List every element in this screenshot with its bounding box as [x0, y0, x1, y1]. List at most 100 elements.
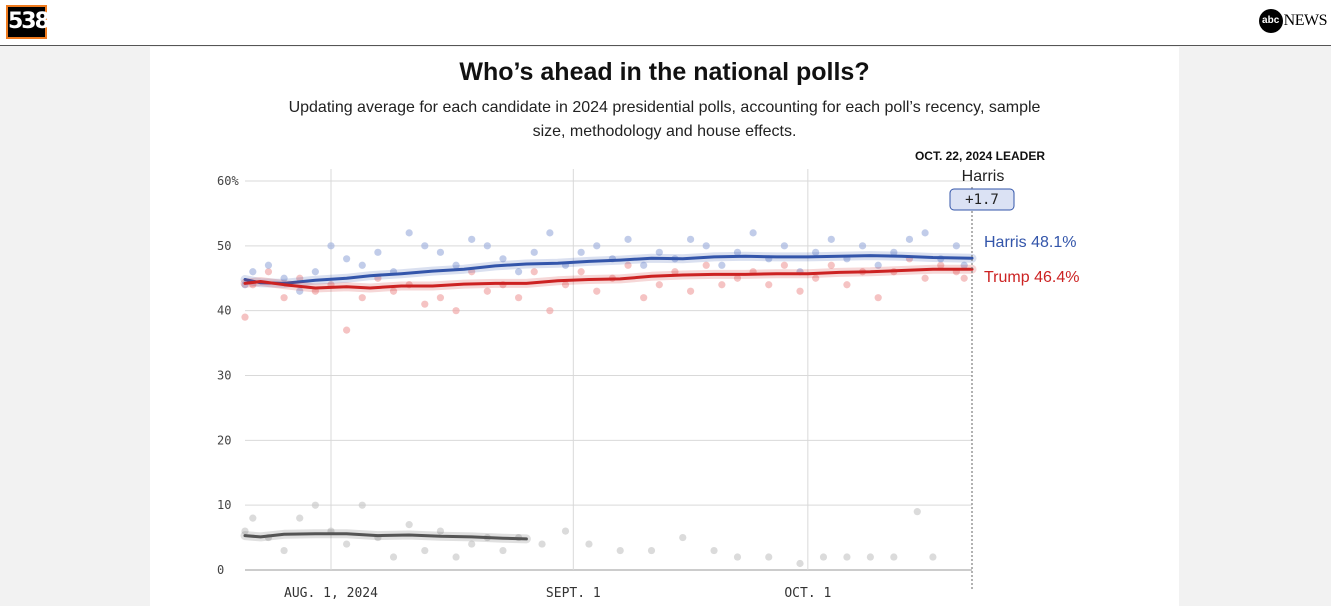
other-poll-dot[interactable] [585, 540, 593, 548]
trump-poll-dot[interactable] [515, 294, 523, 302]
trump-poll-dot[interactable] [671, 268, 679, 276]
harris-poll-dot[interactable] [780, 242, 788, 250]
other-poll-dot[interactable] [343, 540, 351, 548]
trump-poll-dot[interactable] [577, 268, 585, 276]
harris-poll-dot[interactable] [921, 229, 929, 237]
harris-poll-dot[interactable] [468, 235, 476, 243]
other-poll-dot[interactable] [296, 514, 304, 522]
trump-poll-dot[interactable] [530, 268, 538, 276]
harris-poll-dot[interactable] [358, 261, 366, 269]
other-poll-dot[interactable] [765, 553, 773, 561]
trump-poll-dot[interactable] [561, 281, 570, 289]
harris-poll-dot[interactable] [452, 261, 460, 269]
trump-poll-dot[interactable] [796, 287, 804, 295]
trump-poll-dot[interactable] [812, 274, 820, 282]
harris-poll-dot[interactable] [264, 261, 273, 269]
trump-poll-dot[interactable] [780, 261, 788, 269]
trump-poll-dot[interactable] [686, 287, 695, 295]
trump-poll-dot[interactable] [640, 294, 648, 302]
harris-poll-dot[interactable] [577, 248, 585, 256]
harris-poll-dot[interactable] [812, 248, 820, 256]
harris-poll-dot[interactable] [749, 229, 757, 237]
harris-poll-dot[interactable] [858, 242, 867, 250]
harris-poll-dot[interactable] [515, 268, 523, 276]
harris-poll-dot[interactable] [249, 268, 257, 276]
harris-poll-dot[interactable] [499, 255, 507, 263]
other-poll-dot[interactable] [241, 527, 249, 535]
other-poll-dot[interactable] [499, 546, 507, 555]
harris-poll-dot[interactable] [311, 268, 319, 276]
other-poll-dot[interactable] [468, 540, 476, 548]
trump-poll-dot[interactable] [264, 268, 273, 276]
harris-poll-dot[interactable] [436, 248, 445, 256]
trump-poll-dot[interactable] [843, 281, 851, 289]
other-poll-dot[interactable] [796, 559, 804, 568]
trump-poll-dot[interactable] [827, 261, 835, 269]
harris-poll-dot[interactable] [296, 287, 304, 295]
harris-poll-dot[interactable] [827, 235, 835, 243]
harris-poll-dot[interactable] [960, 261, 968, 269]
harris-poll-dot[interactable] [593, 242, 601, 250]
trump-poll-dot[interactable] [718, 281, 726, 289]
other-poll-dot[interactable] [733, 553, 742, 561]
trump-poll-dot[interactable] [593, 287, 601, 295]
trump-poll-dot[interactable] [937, 261, 945, 269]
other-poll-dot[interactable] [311, 501, 319, 509]
harris-poll-dot[interactable] [624, 235, 632, 243]
trump-poll-dot[interactable] [421, 300, 429, 308]
harris-poll-dot[interactable] [733, 248, 742, 256]
other-poll-dot[interactable] [843, 553, 851, 561]
fivethirtyeight-logo[interactable]: 538 [6, 5, 50, 39]
harris-poll-dot[interactable] [640, 261, 648, 269]
harris-poll-dot[interactable] [327, 242, 335, 250]
other-poll-dot[interactable] [647, 546, 656, 555]
other-poll-dot[interactable] [710, 546, 718, 555]
trump-poll-dot[interactable] [655, 281, 663, 289]
trump-poll-dot[interactable] [960, 274, 968, 282]
trump-poll-dot[interactable] [280, 294, 288, 302]
harris-poll-dot[interactable] [546, 229, 554, 237]
other-poll-dot[interactable] [866, 553, 874, 561]
trump-poll-dot[interactable] [343, 326, 351, 334]
other-poll-dot[interactable] [389, 553, 398, 561]
other-poll-dot[interactable] [280, 546, 288, 555]
other-poll-dot[interactable] [249, 514, 257, 522]
trump-poll-dot[interactable] [389, 287, 398, 295]
other-poll-dot[interactable] [421, 546, 429, 555]
harris-poll-dot[interactable] [952, 242, 960, 250]
harris-poll-dot[interactable] [874, 261, 882, 269]
abc-news-logo[interactable]: abc NEWS [1258, 9, 1328, 33]
other-poll-dot[interactable] [890, 553, 898, 561]
trump-poll-dot[interactable] [733, 274, 742, 282]
trump-average-line[interactable] [243, 267, 974, 290]
trump-poll-dot[interactable] [241, 313, 249, 321]
other-average-line[interactable] [243, 532, 528, 541]
harris-poll-dot[interactable] [530, 248, 538, 256]
harris-poll-dot[interactable] [374, 248, 382, 256]
harris-poll-dot[interactable] [686, 235, 695, 243]
harris-poll-dot[interactable] [890, 248, 898, 256]
trump-poll-dot[interactable] [624, 261, 632, 269]
harris-average-line[interactable] [243, 254, 974, 285]
other-poll-dot[interactable] [452, 553, 460, 561]
polling-average-chart[interactable]: 0 10 20 30 40 50 60% AUG. 1, 2024 SEPT. 1 OCT. 1 H… [150, 47, 1179, 606]
harris-poll-dot[interactable] [421, 242, 429, 250]
trump-poll-dot[interactable] [358, 294, 366, 302]
harris-poll-dot[interactable] [483, 242, 491, 250]
harris-poll-dot[interactable] [655, 248, 663, 256]
trump-poll-dot[interactable] [452, 307, 460, 315]
harris-poll-dot[interactable] [343, 255, 351, 263]
other-poll-dot[interactable] [913, 508, 921, 516]
other-poll-dot[interactable] [679, 533, 687, 542]
trump-poll-dot[interactable] [436, 294, 445, 302]
other-poll-dot[interactable] [929, 553, 937, 561]
trump-poll-dot[interactable] [702, 261, 710, 269]
other-poll-dot[interactable] [538, 540, 546, 548]
other-poll-dot[interactable] [616, 546, 624, 555]
trump-poll-dot[interactable] [296, 274, 304, 282]
harris-poll-dot[interactable] [702, 242, 710, 250]
other-poll-dot[interactable] [436, 527, 445, 535]
harris-poll-dot[interactable] [405, 229, 413, 237]
other-poll-dot[interactable] [405, 521, 413, 529]
trump-poll-dot[interactable] [546, 307, 554, 315]
